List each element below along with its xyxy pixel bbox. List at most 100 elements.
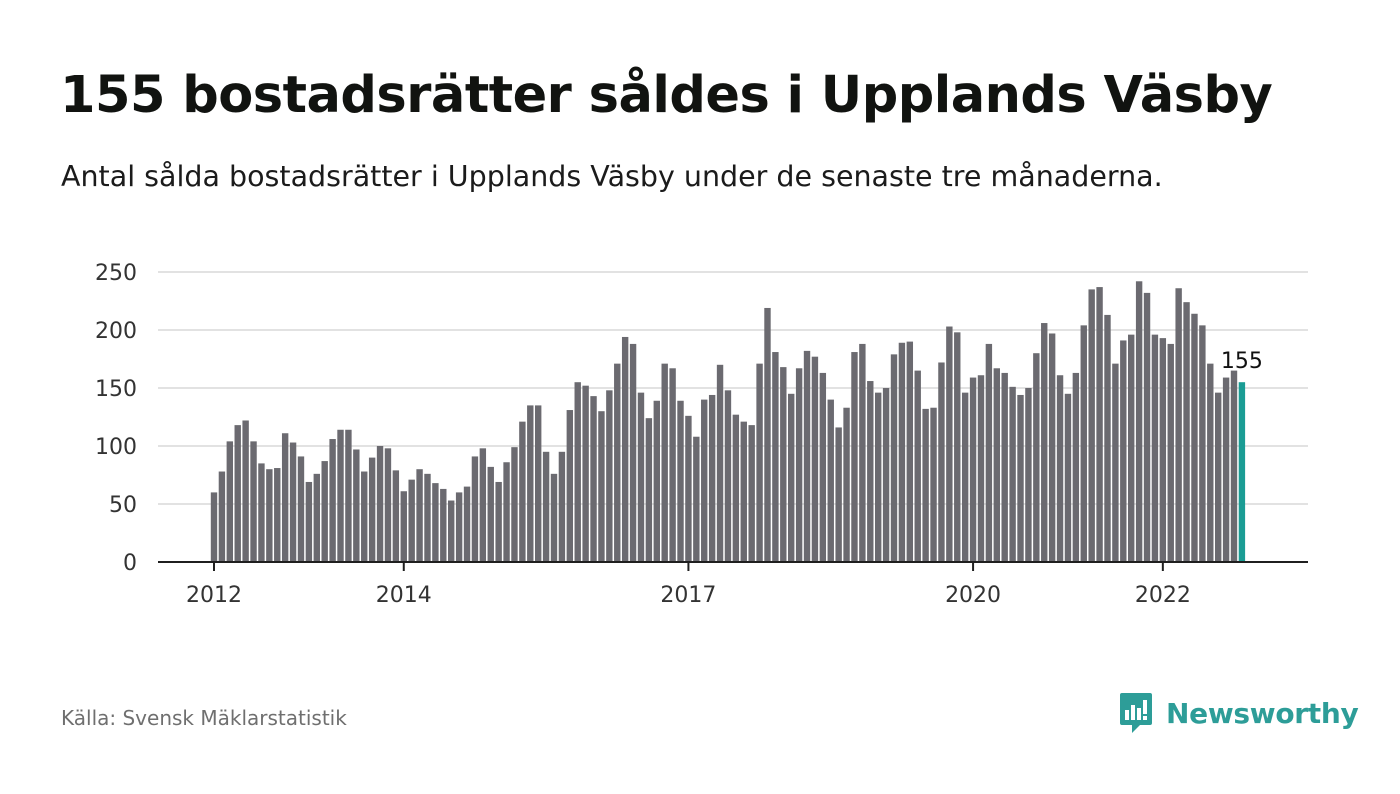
bar xyxy=(890,354,898,562)
bar xyxy=(732,414,740,562)
bars xyxy=(210,281,1246,562)
bar xyxy=(1143,292,1151,562)
bar xyxy=(906,341,914,562)
bar xyxy=(985,343,993,562)
bar xyxy=(368,457,376,562)
bar xyxy=(811,356,819,562)
bar xyxy=(961,392,969,562)
bar xyxy=(1230,370,1238,562)
y-tick-label: 200 xyxy=(95,319,137,344)
bar xyxy=(1167,343,1174,562)
brand-name: Newsworthy xyxy=(1166,696,1359,730)
bar xyxy=(1041,323,1048,562)
bar xyxy=(495,481,502,562)
bar xyxy=(803,350,811,562)
bar xyxy=(479,448,487,562)
bar xyxy=(234,425,241,562)
bar xyxy=(305,481,313,562)
bar xyxy=(1017,394,1024,562)
x-axis-ticks: 2012 2014 2017 2020 2022 xyxy=(158,561,1308,608)
bar xyxy=(1009,386,1016,562)
bar xyxy=(637,392,645,562)
bar xyxy=(384,448,392,562)
bar xyxy=(685,415,692,562)
bar xyxy=(250,441,257,562)
bar xyxy=(835,427,842,562)
bar xyxy=(898,342,906,562)
bar xyxy=(550,473,558,562)
bar xyxy=(724,390,732,562)
bar xyxy=(1064,393,1072,562)
bar xyxy=(1001,372,1008,562)
bar xyxy=(1048,333,1056,562)
bar xyxy=(361,471,368,562)
bar xyxy=(740,421,747,562)
bar xyxy=(780,367,787,562)
bar xyxy=(424,473,431,562)
bar xyxy=(938,362,945,562)
bar xyxy=(242,420,249,562)
brand-logo[interactable]: Newsworthy xyxy=(1118,690,1359,736)
bar xyxy=(289,442,297,562)
bar xyxy=(598,411,605,562)
bar xyxy=(345,429,352,562)
bar xyxy=(416,469,423,562)
bar xyxy=(534,405,542,562)
bar xyxy=(614,363,621,562)
y-tick-label: 100 xyxy=(95,435,137,460)
bar xyxy=(527,405,534,562)
bar xyxy=(661,363,668,562)
bar xyxy=(463,486,471,562)
y-axis-tick-labels: 0 50 100 150 200 250 xyxy=(95,261,137,576)
bar xyxy=(1033,353,1040,562)
bar xyxy=(764,307,771,562)
source-note: Källa: Svensk Mäklarstatistik xyxy=(61,706,347,730)
bar xyxy=(408,479,415,562)
bar xyxy=(210,492,218,562)
x-tick-label: 2012 xyxy=(186,583,242,608)
bar xyxy=(582,385,589,562)
bar xyxy=(353,449,360,562)
bar xyxy=(606,390,613,562)
bar xyxy=(874,392,882,562)
bar xyxy=(954,332,961,562)
bar xyxy=(756,363,763,562)
bar xyxy=(1104,314,1111,562)
bar xyxy=(1207,363,1214,562)
bar xyxy=(511,447,518,562)
annotations: 155 xyxy=(1221,349,1263,374)
bar xyxy=(574,382,581,562)
bar xyxy=(748,425,755,562)
bar xyxy=(851,352,858,562)
y-tick-label: 250 xyxy=(95,261,137,286)
bar xyxy=(1214,392,1222,562)
bar xyxy=(1199,325,1206,562)
bar xyxy=(337,429,344,562)
bar xyxy=(448,500,455,562)
bar xyxy=(590,396,597,562)
bar xyxy=(669,368,676,562)
bar xyxy=(471,456,479,562)
bar xyxy=(701,399,708,562)
bar xyxy=(313,473,320,562)
y-tick-label: 50 xyxy=(109,493,137,518)
bar xyxy=(487,466,494,562)
bar xyxy=(432,483,439,562)
chart-subtitle: Antal sålda bostadsrätter i Upplands Väs… xyxy=(61,160,1163,193)
newsworthy-logo-icon xyxy=(1120,693,1152,733)
y-tick-label: 150 xyxy=(95,377,137,402)
bar xyxy=(882,388,890,562)
bar xyxy=(1072,372,1080,562)
bar xyxy=(258,463,265,562)
bar xyxy=(653,400,660,562)
bar xyxy=(218,471,226,562)
bar xyxy=(772,352,779,562)
bar xyxy=(400,491,407,562)
bar xyxy=(677,400,684,562)
bar xyxy=(566,410,574,562)
bar xyxy=(542,451,550,562)
bar xyxy=(1056,375,1064,562)
bar xyxy=(693,436,700,562)
bar xyxy=(930,407,937,562)
